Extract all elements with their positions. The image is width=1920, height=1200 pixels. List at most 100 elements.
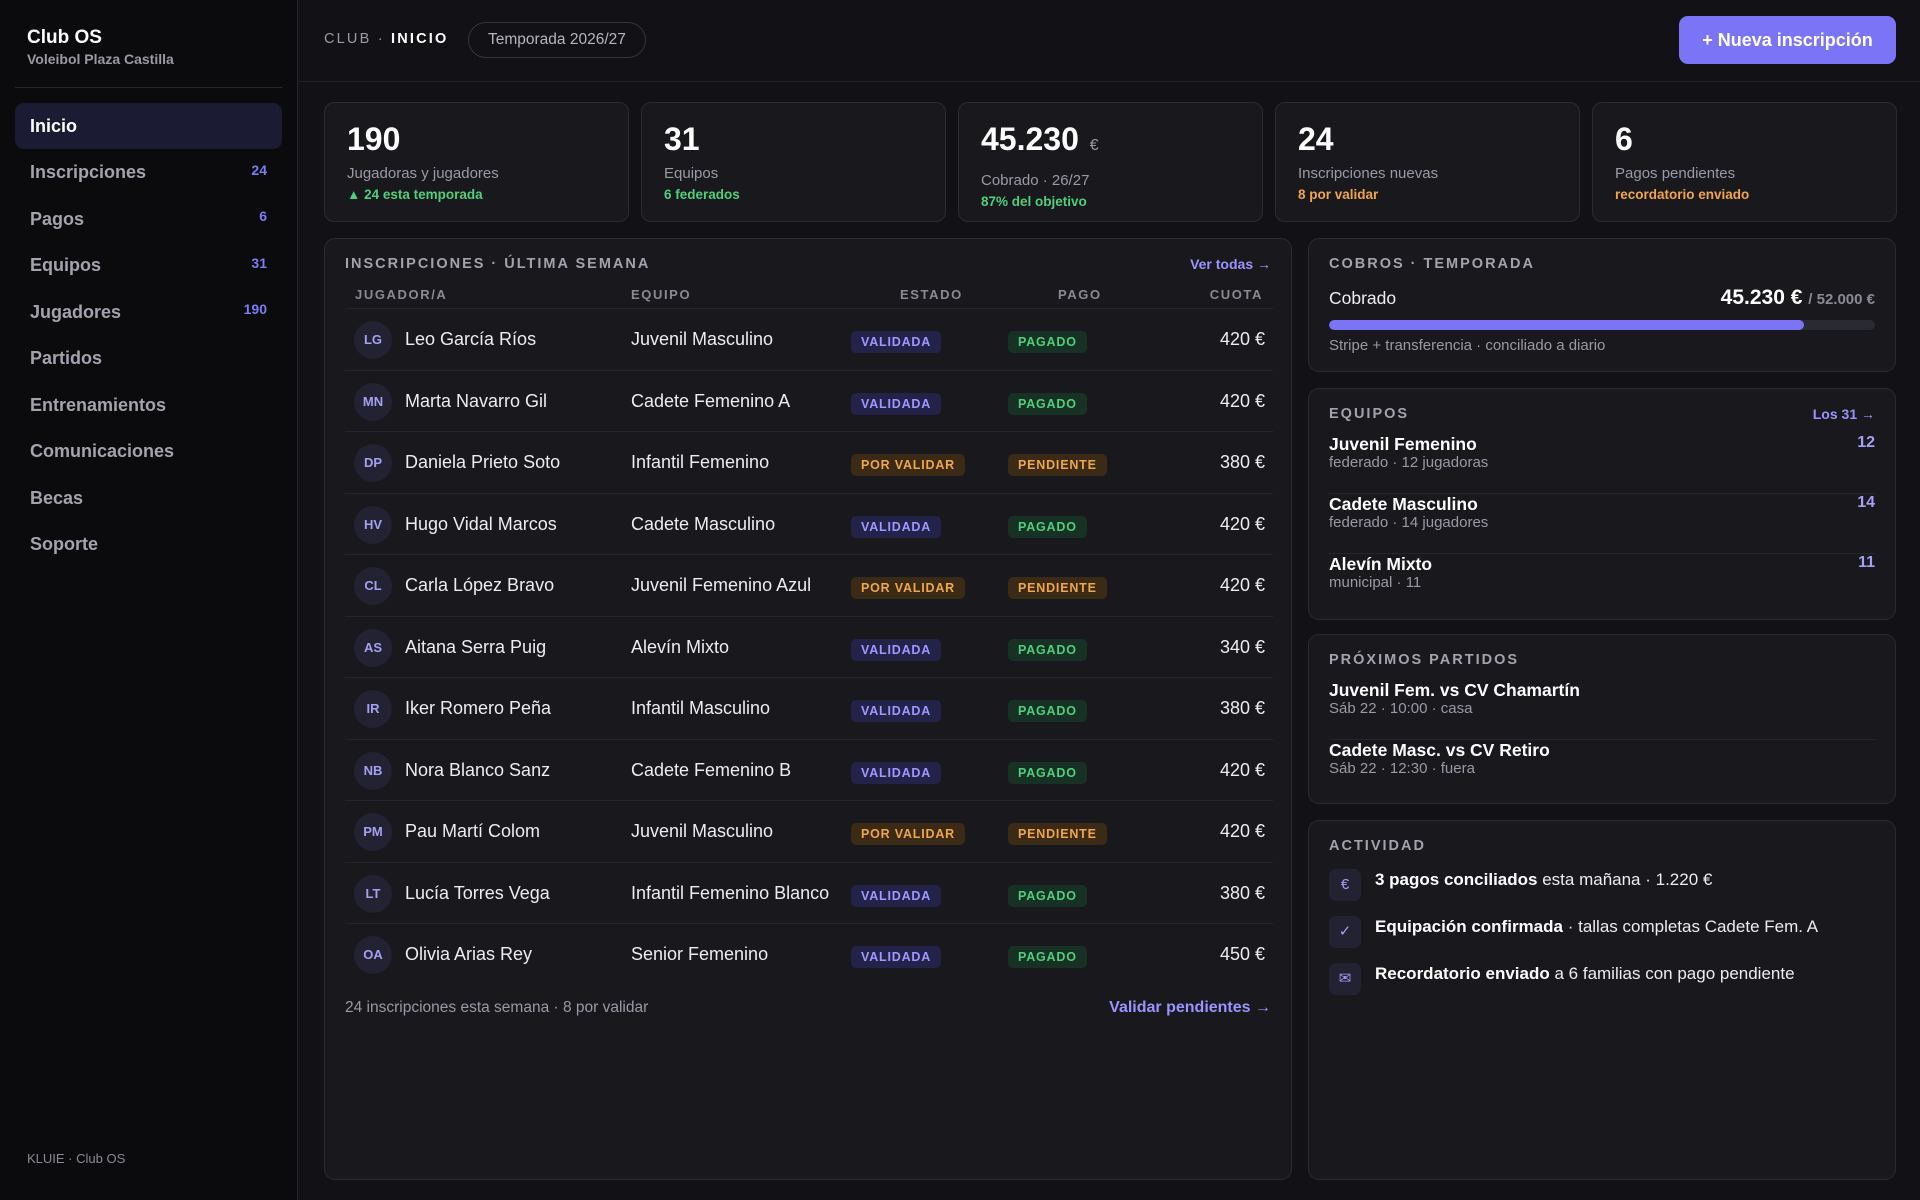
stat-value: 190: [347, 121, 401, 157]
all-teams-link[interactable]: Los 31 →: [1812, 406, 1875, 422]
breadcrumb-separator: ·: [371, 31, 391, 47]
table-row[interactable]: OA Olivia Arias Rey Senior Femenino VALIDAD…: [345, 923, 1273, 985]
column-header-equipo[interactable]: EQUIPO: [631, 287, 692, 302]
see-all-link[interactable]: Ver todas →: [1190, 256, 1271, 272]
fee-value: 420 €: [1219, 390, 1265, 411]
fee-value: 340 €: [1219, 636, 1265, 657]
brand-subtitle: Voleibol Plaza Castilla: [27, 51, 174, 67]
column-header-pago[interactable]: PAGO: [1058, 287, 1102, 302]
breadcrumb: CLUB · INICIO: [324, 31, 449, 47]
table-row[interactable]: HV Hugo Vidal Marcos Cadete Masculino VALID…: [345, 492, 1273, 555]
fee-value: 420 €: [1219, 513, 1265, 534]
column-header-estado[interactable]: ESTADO: [900, 287, 963, 302]
table-row[interactable]: CL Carla López Bravo Juvenil Femenino Azul…: [345, 554, 1273, 616]
sidebar-item-label: Pagos: [30, 208, 85, 229]
avatar: AS: [354, 628, 392, 667]
sidebar-item-partidos[interactable]: Partidos: [15, 336, 282, 382]
stat-label: Pagos pendientes: [1615, 165, 1736, 182]
avatar: PM: [354, 813, 392, 851]
player-name[interactable]: Lucía Torres Vega: [405, 882, 550, 903]
sidebar-item-label: Equipos: [30, 255, 101, 275]
cobrado-target: / 52.000 €: [1808, 291, 1875, 308]
season-selector[interactable]: Temporada 2026/27: [468, 22, 646, 58]
payment-badge: PAGADO: [1008, 761, 1087, 784]
player-name[interactable]: Pau Martí Colom: [405, 821, 541, 841]
player-name[interactable]: Aitana Serra Puig: [405, 636, 547, 657]
sidebar-item-jugadores[interactable]: Jugadores 190: [15, 289, 282, 335]
payment-badge: PENDIENTE: [1008, 823, 1107, 845]
stat-note: 6 federados: [664, 187, 740, 202]
player-name[interactable]: Olivia Arias Rey: [405, 944, 533, 964]
team-name: Cadete Masculino: [1329, 494, 1478, 514]
activity-text: Equipación confirmada · tallas completas…: [1375, 917, 1819, 936]
sidebar-item-inscripciones[interactable]: Inscripciones 24: [15, 150, 282, 196]
player-name[interactable]: Nora Blanco Sanz: [405, 759, 551, 780]
avatar: OA: [354, 936, 392, 974]
inscripciones-panel: INSCRIPCIONES · ÚLTIMA SEMANA Ver todas …: [324, 238, 1292, 1180]
sidebar-item-pagos[interactable]: Pagos 6: [15, 196, 282, 242]
match-item[interactable]: Cadete Masc. vs CV Retiro Sáb 22 · 12:30…: [1329, 740, 1875, 790]
sidebar-item-soporte[interactable]: Soporte: [15, 522, 282, 568]
cobros-panel: COBROS · TEMPORADA Cobrado 45.230 € / 52…: [1308, 238, 1896, 372]
team-item[interactable]: Cadete Masculino federado · 14 jugadores…: [1329, 494, 1875, 554]
sidebar-item-entrenamientos[interactable]: Entrenamientos: [15, 382, 282, 428]
team-name: Infantil Femenino: [631, 452, 770, 472]
table-row[interactable]: IR Iker Romero Peña Infantil Masculino VALI…: [345, 677, 1273, 739]
payment-badge: PAGADO: [1008, 700, 1087, 722]
sidebar-item-count: 24: [251, 161, 267, 178]
sidebar-item-becas[interactable]: Becas: [15, 475, 282, 521]
sidebar-footer: KLUIE · Club OS: [27, 1151, 126, 1166]
check-icon: ✓: [1329, 916, 1361, 948]
avatar: MN: [354, 382, 392, 421]
table-row[interactable]: NB Nora Blanco Sanz Cadete Femenino B VALID…: [345, 738, 1273, 801]
sidebar-item-comunicaciones[interactable]: Comunicaciones: [15, 429, 282, 475]
fee-value: 420 €: [1219, 575, 1265, 595]
player-name[interactable]: Marta Navarro Gil: [405, 390, 548, 411]
table-row[interactable]: LT Lucía Torres Vega Infantil Femenino Bla…: [345, 861, 1273, 924]
team-item[interactable]: Alevín Mixto municipal · 11 11: [1329, 554, 1875, 604]
sidebar-item-label: Jugadores: [30, 301, 122, 322]
match-meta: Sáb 22 · 10:00 · casa: [1329, 700, 1473, 717]
sidebar-item-inicio[interactable]: Inicio: [15, 103, 282, 149]
column-header-jugador[interactable]: JUGADOR/A: [355, 287, 448, 302]
player-name[interactable]: Carla López Bravo: [405, 575, 555, 595]
brand-title: Club OS: [27, 27, 102, 48]
match-item[interactable]: Juvenil Fem. vs CV Chamartín Sáb 22 · 10…: [1329, 680, 1875, 740]
column-header-cuota[interactable]: CUOTA: [1209, 287, 1263, 302]
breadcrumb-root[interactable]: CLUB: [324, 31, 372, 47]
table-row[interactable]: PM Pau Martí Colom Juvenil Masculino POR VA…: [345, 800, 1273, 862]
match-meta: Sáb 22 · 12:30 · fuera: [1329, 760, 1475, 777]
stat-note: recordatorio enviado: [1615, 187, 1750, 202]
team-name: Alevín Mixto: [1329, 554, 1433, 574]
team-count: 12: [1857, 434, 1875, 451]
topbar: CLUB · INICIO Temporada 2026/27 + Nueva …: [299, 0, 1920, 82]
avatar: IR: [354, 690, 392, 728]
sidebar-item-count: 6: [259, 208, 267, 224]
validate-pending-link[interactable]: Validar pendientes →: [1109, 999, 1271, 1016]
match-name: Juvenil Fem. vs CV Chamartín: [1329, 680, 1580, 700]
team-name: Juvenil Masculino: [631, 821, 774, 841]
player-name[interactable]: Daniela Prieto Soto: [405, 452, 561, 472]
status-badge: POR VALIDAR: [851, 454, 965, 476]
new-inscription-button[interactable]: + Nueva inscripción: [1679, 16, 1896, 64]
payment-badge: PENDIENTE: [1008, 454, 1107, 476]
table-row[interactable]: LG Leo García Ríos Juvenil Masculino VALIDA…: [345, 308, 1273, 370]
player-name[interactable]: Iker Romero Peña: [405, 698, 552, 718]
table-row[interactable]: DP Daniela Prieto Soto Infantil Femenino PO…: [345, 431, 1273, 493]
player-name[interactable]: Leo García Ríos: [405, 329, 537, 349]
fee-value: 450 €: [1219, 944, 1265, 964]
team-count: 14: [1857, 494, 1875, 511]
brand: Club OS Voleibol Plaza Castilla: [15, 0, 282, 88]
team-item[interactable]: Juvenil Femenino federado · 12 jugadoras…: [1329, 434, 1875, 494]
payment-badge: PAGADO: [1008, 331, 1087, 353]
table-row[interactable]: AS Aitana Serra Puig Alevín Mixto VALIDADA P…: [345, 615, 1273, 678]
payment-badge: PAGADO: [1008, 638, 1087, 661]
stat-label: Jugadoras y jugadores: [347, 165, 499, 182]
status-badge: POR VALIDAR: [851, 823, 965, 845]
sidebar-item-equipos[interactable]: Equipos 31: [15, 243, 282, 289]
stat-card-cobrado: 45.230 € Cobrado · 26/27 87% del objetiv…: [958, 102, 1263, 222]
equipos-panel: EQUIPOS Los 31 → Juvenil Femenino federa…: [1308, 388, 1896, 620]
table-row[interactable]: MN Marta Navarro Gil Cadete Femenino A VALI…: [345, 369, 1273, 432]
team-name: Infantil Femenino Blanco: [631, 882, 830, 903]
player-name[interactable]: Hugo Vidal Marcos: [405, 513, 557, 534]
